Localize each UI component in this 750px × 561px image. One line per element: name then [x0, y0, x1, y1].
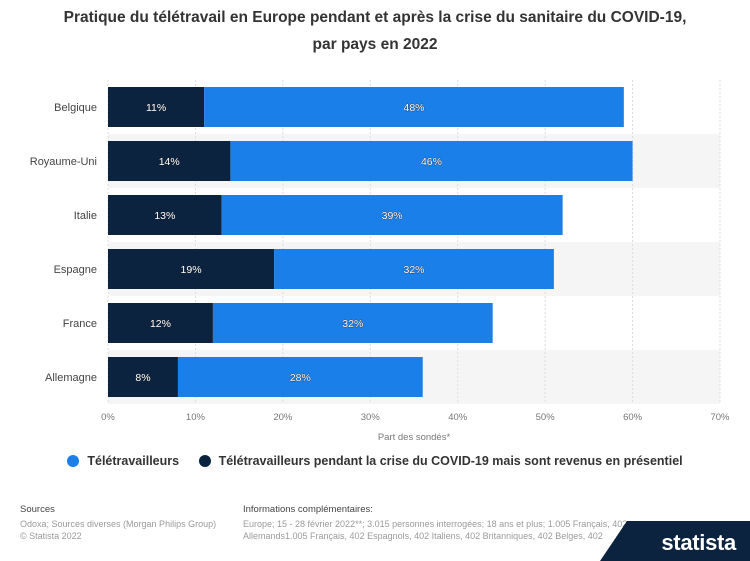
category-label: Italie — [74, 210, 97, 222]
chart-title: Pratique du télétravail en Europe pendan… — [20, 4, 730, 58]
x-tick-label: 70% — [710, 412, 730, 423]
bar-segment[interactable] — [108, 195, 222, 235]
sources-text: Odoxa; Sources diverses (Morgan Philips … — [20, 519, 217, 529]
x-tick-label: 20% — [273, 412, 293, 423]
bar-segment[interactable] — [204, 87, 624, 127]
data-label: 13% — [154, 210, 175, 222]
category-label: Belgique — [54, 102, 97, 114]
bar-chart: 0% 10% 20% 30% 40% 50% 60% 70% Part des sondés* B… — [30, 80, 730, 443]
legend-label-teletravailleurs: Télétravailleurs — [87, 454, 180, 468]
legend-swatch-teletravailleurs — [67, 455, 80, 467]
category-label: Allemagne — [45, 372, 97, 384]
legend-item-teletravailleurs[interactable]: Télétravailleurs — [67, 454, 179, 468]
bar-segment[interactable] — [108, 303, 213, 343]
x-tick-label: 0% — [101, 412, 115, 423]
bar-segment[interactable] — [230, 141, 633, 181]
bar-segment[interactable] — [108, 141, 231, 181]
x-tick-label: 60% — [623, 412, 643, 423]
legend: Télétravailleurs Télétravailleurs pendan… — [0, 454, 750, 470]
chart-title-line-1: Pratique du télétravail en Europe pendan… — [63, 9, 687, 26]
category-label: France — [63, 318, 97, 330]
data-label: 19% — [181, 264, 202, 276]
bar-segment[interactable] — [108, 249, 275, 289]
additional-info-line-2: Allemands1.005 Français, 402 Espagnols, … — [243, 531, 603, 541]
additional-info-line-1: Europe; 15 - 28 février 2022**; 3.015 pe… — [243, 519, 628, 529]
data-label: 48% — [403, 102, 424, 114]
additional-info-heading: Informations complémentaires: — [243, 504, 373, 515]
footer: Sources Odoxa; Sources diverses (Morgan … — [0, 502, 750, 561]
bar-segment[interactable] — [212, 303, 493, 343]
legend-swatch-revenus-presentiel — [198, 455, 211, 467]
data-label: 46% — [421, 156, 442, 168]
x-tick-label: 10% — [186, 412, 206, 423]
data-label: 28% — [290, 372, 311, 384]
data-label: 32% — [403, 264, 424, 276]
sources-heading: Sources — [20, 504, 55, 515]
statista-logo-text: statista — [661, 530, 736, 555]
legend-label-revenus-presentiel: Télétravailleurs pendant la crise du COV… — [218, 454, 683, 468]
chart-title-line-2: par pays en 2022 — [312, 36, 438, 53]
bar-segment[interactable] — [108, 87, 205, 127]
category-label: Espagne — [54, 264, 97, 276]
statista-logo[interactable]: statista — [600, 521, 750, 561]
copyright-text: © Statista 2022 — [20, 531, 82, 541]
x-tick-label: 40% — [448, 412, 468, 423]
bar-segment[interactable] — [274, 249, 554, 289]
sources-block: Sources Odoxa; Sources diverses (Morgan … — [20, 504, 216, 542]
data-label: 11% — [146, 102, 166, 114]
bar-segment[interactable] — [108, 357, 178, 397]
additional-info-block: Informations complémentaires: Europe; 15… — [243, 504, 743, 542]
data-label: 12% — [150, 318, 171, 330]
x-tick-label: 50% — [536, 412, 556, 423]
category-label: Royaume-Uni — [30, 156, 97, 168]
bar-segment[interactable] — [177, 357, 423, 397]
data-label: 39% — [382, 210, 403, 222]
x-axis-title: Part des sondés* — [378, 432, 451, 443]
data-label: 32% — [342, 318, 363, 330]
data-label: 14% — [159, 156, 180, 168]
data-label: 8% — [135, 372, 150, 384]
x-tick-label: 30% — [361, 412, 381, 423]
legend-item-revenus-presentiel[interactable]: Télétravailleurs pendant la crise du COV… — [198, 454, 683, 468]
bar-segment[interactable] — [221, 195, 563, 235]
